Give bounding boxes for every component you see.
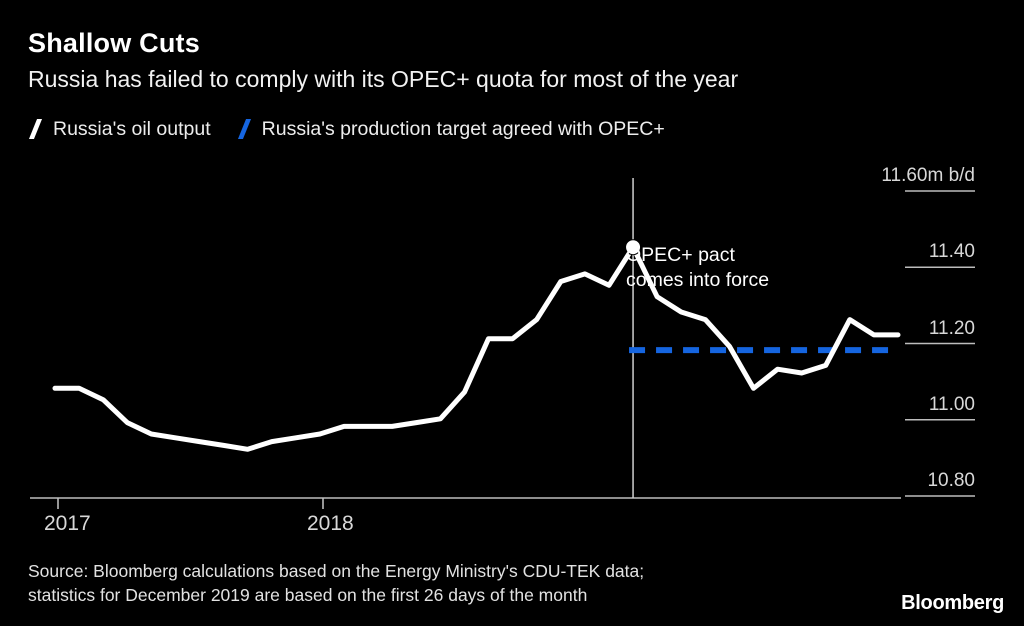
legend-item-target: Russia's production target agreed with O… [237, 118, 665, 141]
y-axis-tick-label: 11.20 [928, 317, 975, 339]
bloomberg-logo: Bloomberg [901, 592, 1004, 614]
source-line-1: Source: Bloomberg calculations based on … [28, 561, 645, 581]
source-line-2: statistics for December 2019 are based o… [28, 585, 588, 605]
page-title: Shallow Cuts [28, 28, 200, 58]
legend-item-output: Russia's oil output [28, 118, 211, 141]
chart-annotation: OPEC+ pact comes into force [626, 243, 769, 293]
y-axis-tick-lines [905, 190, 975, 497]
series-line-output [52, 244, 901, 452]
chart-legend: Russia's oil output Russia's production … [28, 116, 691, 142]
legend-label-output: Russia's oil output [53, 117, 211, 140]
x-axis-tick-label: 2018 [307, 512, 354, 535]
legend-label-target: Russia's production target agreed with O… [261, 117, 665, 140]
x-axis [30, 497, 901, 509]
y-axis-tick-label: 11.40 [928, 241, 975, 263]
source-note: Source: Bloomberg calculations based on … [28, 559, 644, 607]
page-subtitle: Russia has failed to comply with its OPE… [28, 66, 739, 92]
y-axis-tick-label: 11.00 [928, 393, 975, 415]
annotation-line-1: OPEC+ pact [626, 244, 735, 266]
annotation-dot-marker [625, 239, 642, 256]
annotation-line-2: comes into force [626, 269, 770, 291]
y-axis-tick-label: 11.60m b/d [881, 165, 975, 186]
x-axis-tick-label: 2017 [44, 512, 91, 535]
y-axis-tick-label: 10.80 [927, 470, 975, 491]
